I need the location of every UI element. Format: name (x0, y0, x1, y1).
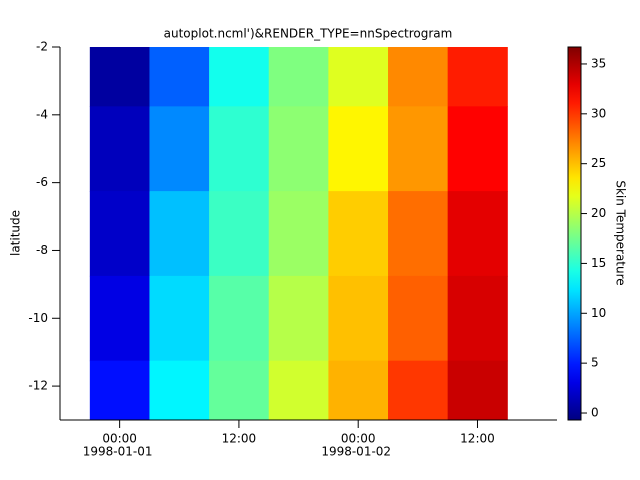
heatmap-cell (89, 47, 150, 107)
heatmap-cell (89, 360, 150, 421)
x-tick-label: 00:00 (102, 432, 137, 446)
heatmap-cell (388, 47, 449, 107)
x-tick-label: 12:00 (222, 432, 257, 446)
x-tick-date: 1998-01-02 (321, 445, 391, 459)
heatmap-cell (209, 47, 270, 107)
heatmap-cell (328, 360, 389, 421)
heatmap-cell (388, 275, 449, 362)
heatmap-cell (209, 191, 270, 277)
heatmap-cell (149, 191, 210, 277)
x-tick-label: 00:00 (341, 432, 376, 446)
heatmap-cell (328, 275, 389, 362)
heatmap-cell (268, 275, 329, 362)
heatmap-cell (447, 275, 508, 362)
heatmap-cell (89, 191, 150, 277)
heatmap-cell (149, 360, 210, 421)
y-tick-label: -2 (36, 40, 48, 54)
heatmap-cell (447, 106, 508, 192)
heatmap-cell (328, 191, 389, 277)
colorbar-tick-label: 10 (591, 306, 606, 320)
heatmap-cell (388, 191, 449, 277)
heatmap-cell (209, 360, 270, 421)
heatmap-cell (149, 47, 210, 107)
heatmap-cell (328, 106, 389, 192)
heatmap-cell (149, 106, 210, 192)
heatmap-cell (149, 275, 210, 362)
heatmap-cell (268, 191, 329, 277)
y-axis-label: latitude (9, 210, 23, 256)
heatmap-cell (268, 360, 329, 421)
colorbar-tick-label: 35 (591, 56, 606, 70)
y-tick-label: -8 (36, 243, 48, 257)
heatmap-cell (328, 47, 389, 107)
colorbar-label: Skin Temperature (614, 180, 628, 285)
heatmap-cell (447, 360, 508, 421)
colorbar-tick-label: 30 (591, 106, 606, 120)
heatmap-cell (447, 47, 508, 107)
heatmap-cell (209, 106, 270, 192)
y-tick-label: -4 (36, 107, 48, 121)
y-tick-label: -10 (28, 311, 48, 325)
x-tick-date: 1998-01-01 (83, 445, 153, 459)
chart-title: autoplot.ncml')&RENDER_TYPE=nnSpectrogra… (164, 27, 453, 41)
colorbar-tick-label: 25 (591, 156, 606, 170)
heatmap-cell (268, 47, 329, 107)
y-tick-label: -12 (28, 379, 48, 393)
heatmap-cell (89, 106, 150, 192)
colorbar-tick-label: 15 (591, 256, 606, 270)
heatmap-cell (209, 275, 270, 362)
x-tick-label: 12:00 (460, 432, 495, 446)
colorbar-tick-label: 0 (591, 406, 599, 420)
y-tick-label: -6 (36, 175, 48, 189)
heatmap-cell (89, 275, 150, 362)
colorbar-tick-label: 20 (591, 206, 606, 220)
heatmap-cell (388, 360, 449, 421)
heatmap-cell (268, 106, 329, 192)
colorbar-tick-label: 5 (591, 356, 599, 370)
heatmap-cell (447, 191, 508, 277)
heatmap-cell (388, 106, 449, 192)
colorbar (567, 46, 582, 421)
